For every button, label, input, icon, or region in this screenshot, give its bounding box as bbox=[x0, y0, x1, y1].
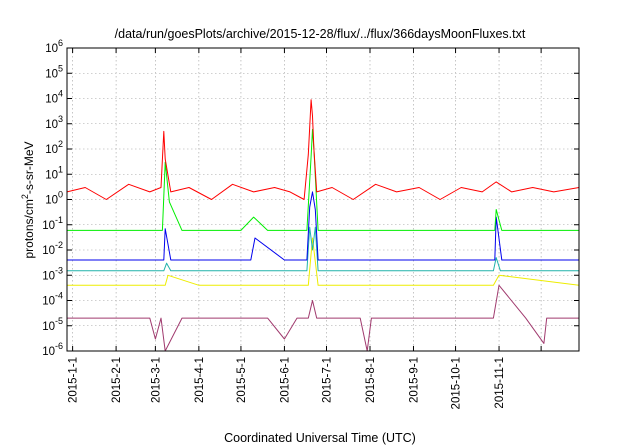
x-tick-label: 2015-11-1 bbox=[494, 357, 506, 409]
y-tick-label: 100 bbox=[45, 190, 63, 207]
x-axis-label: Coordinated Universal Time (UTC) bbox=[224, 431, 416, 445]
y-tick-label: 105 bbox=[45, 63, 63, 80]
series-line-3 bbox=[67, 191, 579, 261]
x-tick-label: 2015-10-1 bbox=[451, 357, 463, 409]
plot-series bbox=[66, 99, 580, 352]
y-tick-label: 104 bbox=[45, 89, 63, 106]
x-tick-label: 2015-9-1 bbox=[408, 357, 420, 403]
series-line-2 bbox=[67, 226, 579, 272]
y-tick-label: 10-1 bbox=[42, 215, 63, 232]
series-line-0 bbox=[67, 284, 579, 352]
y-tick-label: 10-4 bbox=[42, 291, 63, 308]
x-tick-label: 2015-3-1 bbox=[150, 357, 162, 403]
y-tick-label: 101 bbox=[45, 164, 63, 181]
x-tick-label: 2015-1-1 bbox=[68, 357, 80, 403]
y-tick-label: 10-2 bbox=[42, 240, 63, 257]
axes: 10-6 10-5 10-4 10-3 10-2 10-1 100 101 102 103 104 1… bbox=[42, 38, 579, 409]
x-tick-label: 2015-7-1 bbox=[322, 357, 334, 403]
x-tick-label: 2015-2-1 bbox=[111, 357, 123, 403]
series-line-4 bbox=[67, 128, 579, 231]
x-tick-label: 2015-6-1 bbox=[279, 357, 291, 403]
y-tick-label: 106 bbox=[45, 38, 63, 55]
y-tick-label: 10-3 bbox=[42, 265, 63, 282]
grid bbox=[67, 48, 579, 351]
x-tick-label: 2015-4-1 bbox=[194, 357, 206, 403]
x-tick-label: 2015-8-1 bbox=[365, 357, 377, 403]
x-tick-label: 2015-5-1 bbox=[236, 357, 248, 403]
series-line-1 bbox=[67, 237, 580, 286]
y-tick-label: 10-5 bbox=[42, 316, 63, 333]
y-tick-label: 10-6 bbox=[42, 341, 63, 358]
y-tick-label: 103 bbox=[45, 114, 63, 131]
y-tick-label: 102 bbox=[45, 139, 63, 156]
plot-frame bbox=[66, 47, 580, 352]
y-axis-label: protons/cm2-s-sr-MeV bbox=[20, 141, 36, 258]
chart-title: /data/run/goesPlots/archive/2015-12-28/f… bbox=[115, 27, 526, 41]
series-line-5 bbox=[66, 99, 580, 200]
